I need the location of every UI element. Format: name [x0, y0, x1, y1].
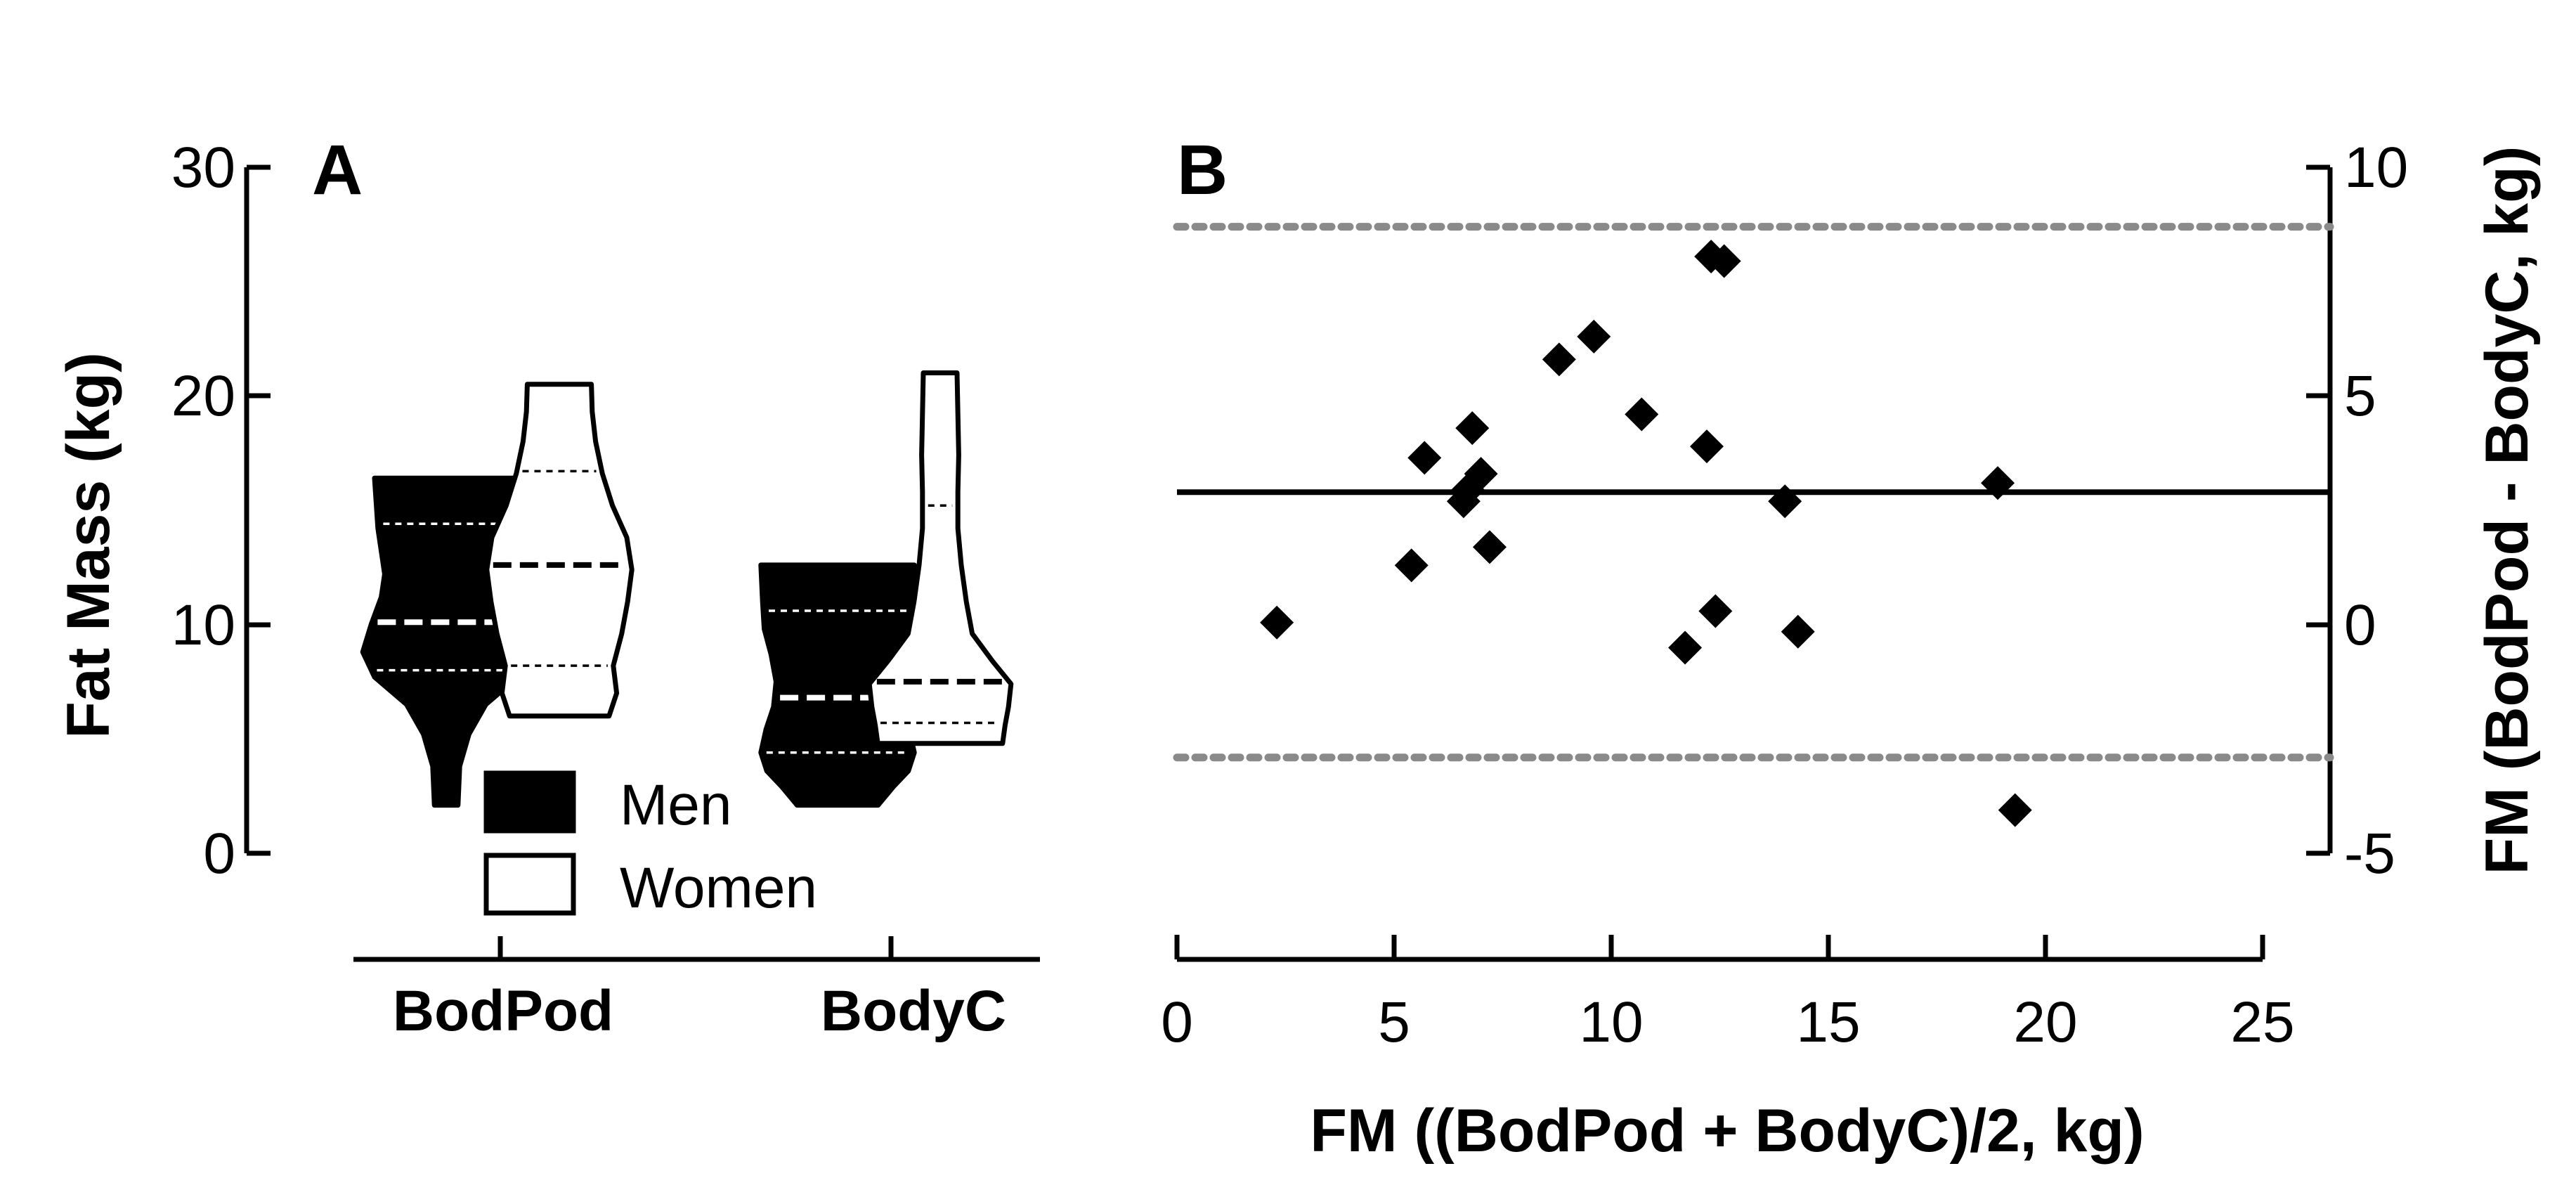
panel-b-x-tick-label-5: 5	[1378, 990, 1410, 1054]
panel-b-x-tick-label-0: 0	[1161, 990, 1193, 1054]
panel-b-y-axis-title: FM (BodPod - BodyC, kg)	[2473, 146, 2541, 875]
panel-b-label: B	[1177, 131, 1228, 209]
panel-a-y-tick-label-0: 0	[203, 822, 235, 886]
scatter-point-10	[1577, 319, 1611, 354]
scatter-point-8	[1472, 530, 1507, 564]
panel-b-x-tick-labels: 0 5 10 15 20 25	[1161, 990, 2294, 1054]
legend-men-swatch	[483, 770, 576, 834]
panel-b-x-tick-label-10: 10	[1579, 990, 1643, 1054]
panel-a-y-axis-title: Fat Mass (kg)	[55, 352, 122, 739]
violin-bodyc-women	[866, 370, 1014, 746]
scatter-point-20	[1998, 793, 2032, 827]
panel-a-y-tick-label-10: 10	[171, 593, 235, 657]
panel-b-x-axis-title: FM ((BodPod + BodyC)/2, kg)	[1310, 1097, 2144, 1165]
scatter-point-18	[1781, 614, 1815, 649]
scatter-point-7	[1464, 457, 1498, 491]
panel-a-y-tick-label-30: 30	[171, 136, 235, 200]
panel-b-x-tick-label-20: 20	[2013, 990, 2077, 1054]
panel-b-plot-layer	[1173, 223, 2334, 827]
scatter-point-3	[1407, 441, 1442, 475]
scatter-point-11	[1625, 397, 1659, 432]
scatter-point-9	[1542, 342, 1576, 377]
scatter-point-2	[1394, 548, 1429, 583]
scatter-point-1	[1260, 605, 1294, 640]
legend-women-swatch	[483, 853, 576, 916]
panel-b-y-ticks	[2306, 164, 2330, 856]
panel-b-y-tick-label-5: 5	[2344, 364, 2376, 428]
scatter-point-15	[1698, 594, 1733, 628]
panel-a-category-bodpod: BodPod	[393, 979, 613, 1043]
legend-men-label: Men	[620, 773, 732, 837]
panel-b: B 0 5 10 15 20 25 10 5 0	[1161, 131, 2541, 1165]
panel-a-violin-layer	[360, 370, 1014, 808]
scatter-point-6	[1455, 411, 1490, 446]
scatter-point-16	[1707, 244, 1741, 278]
panel-a-category-bodyc: BodyC	[821, 979, 1006, 1043]
panel-b-x-tick-label-25: 25	[2230, 990, 2294, 1054]
panel-b-x-tick-label-15: 15	[1796, 990, 1860, 1054]
scatter-point-19	[1981, 466, 2015, 500]
panel-a-label: A	[312, 131, 363, 209]
legend-women-label: Women	[620, 856, 817, 920]
panel-b-y-tick-labels: 10 5 0 -5	[2344, 136, 2408, 886]
violin-bodpod-women	[484, 382, 635, 719]
panel-b-y-tick-label-neg5: -5	[2344, 822, 2395, 886]
panel-b-x-ticks	[1174, 935, 2265, 959]
scatter-point-13	[1689, 429, 1724, 464]
panel-a-y-tick-label-20: 20	[171, 364, 235, 428]
panel-b-y-tick-label-0: 0	[2344, 593, 2376, 657]
panel-b-y-tick-label-10: 10	[2344, 136, 2408, 200]
scatter-point-12	[1668, 630, 1703, 665]
panel-a-legend: Men Women	[483, 770, 817, 920]
scatter-point-17	[1768, 484, 1802, 519]
panel-a: A Fat Mass (kg) 30 20 10 0 BodPod BodyC …	[55, 131, 1040, 1043]
